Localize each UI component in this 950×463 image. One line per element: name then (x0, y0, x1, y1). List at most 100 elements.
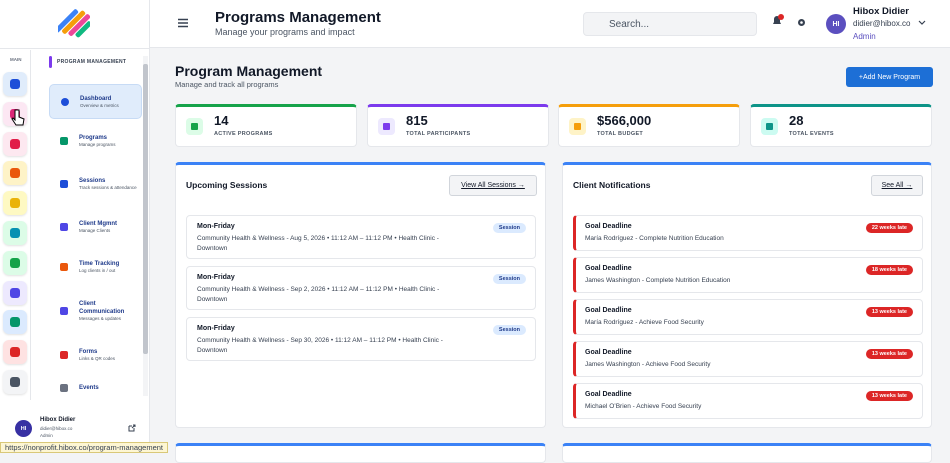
session-details: Community Health & Wellness - Sep 30, 20… (197, 337, 443, 354)
external-link[interactable] (128, 424, 136, 432)
stat-card: 28 TOTAL EVENTS (750, 104, 932, 147)
menu-description: Track sessions & attendance (79, 185, 137, 190)
menu-toggle[interactable] (178, 18, 188, 28)
session-card[interactable]: Mon-Friday Community Health & Wellness - … (186, 215, 536, 259)
stat-label: TOTAL PARTICIPANTS (406, 131, 471, 137)
stat-card: $566,000 TOTAL BUDGET (558, 104, 740, 147)
scrollbar-thumb (143, 64, 148, 354)
stat-glyph (574, 123, 581, 130)
menu-label: Time Tracking (79, 261, 120, 267)
menu-icon (60, 137, 68, 145)
user-email: didier@hibox.co (40, 426, 73, 431)
panel-title: Upcoming Sessions (186, 180, 268, 190)
header-title: Programs Management (215, 9, 381, 26)
menu-item[interactable]: Events (49, 378, 142, 398)
see-all-notifications[interactable]: See All → (871, 175, 923, 196)
menu-item[interactable]: Time Tracking Log clients in / out (49, 250, 142, 284)
session-title: Mon-Friday (197, 325, 235, 332)
menu-description: Overview & metrics (80, 102, 119, 108)
menu-label: Client Communication (79, 301, 125, 315)
menu-icon (60, 351, 68, 359)
menu-icon (60, 384, 68, 392)
notification-details: Michael O’Brien - Achieve Food Security (585, 403, 702, 410)
stat-value: $566,000 (597, 113, 652, 128)
rail-icon (10, 287, 20, 298)
notification-card[interactable]: Goal Deadline María Rodríguez - Complete … (573, 215, 923, 251)
session-details: Community Health & Wellness - Sep 2, 202… (197, 286, 440, 303)
notification-title: Goal Deadline (585, 265, 632, 272)
user-name: Hibox Didier (853, 6, 909, 17)
session-details: Community Health & Wellness - Aug 5, 202… (197, 235, 439, 252)
notification-card[interactable]: Goal Deadline James Washington - Complete… (573, 257, 923, 293)
session-badge: Session (492, 274, 526, 284)
menu-item[interactable]: Client Mgmnt Manage Clients (49, 210, 142, 244)
avatar[interactable]: HI (15, 420, 32, 437)
header: Programs Management Manage your programs… (150, 0, 950, 48)
stat-icon (569, 118, 586, 135)
add-program-button[interactable]: +Add New Program (846, 67, 933, 87)
stat-card: 14 ACTIVE PROGRAMS (175, 104, 357, 147)
avatar[interactable]: HI (826, 14, 846, 34)
rail-button[interactable] (3, 191, 27, 216)
cursor (11, 109, 25, 126)
notification-details: María Rodríguez - Achieve Food Security (585, 319, 704, 326)
menu-icon (60, 180, 68, 188)
notification-title: Goal Deadline (585, 391, 632, 398)
section-title: PROGRAM MANAGEMENT (57, 59, 127, 65)
session-card[interactable]: Mon-Friday Community Health & Wellness - … (186, 317, 536, 361)
view-all-sessions[interactable]: View All Sessions → (449, 175, 537, 196)
rail-icon (10, 317, 20, 328)
session-card[interactable]: Mon-Friday Community Health & Wellness - … (186, 266, 536, 310)
settings-button[interactable] (797, 18, 806, 27)
stat-glyph (191, 123, 198, 130)
rail-button[interactable] (3, 370, 27, 394)
rail-icon (10, 198, 20, 209)
menu-icon (60, 263, 68, 271)
rail-icon (10, 377, 20, 387)
stat-card: 815 TOTAL PARTICIPANTS (367, 104, 549, 147)
stat-glyph (383, 123, 390, 130)
user-menu-chevron[interactable] (918, 20, 926, 26)
notifications-bell[interactable] (770, 13, 786, 29)
rail-button[interactable] (3, 310, 27, 335)
notification-details: María Rodríguez - Complete Nutrition Edu… (585, 235, 724, 242)
notification-card[interactable]: Goal Deadline James Washington - Achieve … (573, 341, 923, 377)
menu-item[interactable]: Forms Links & QR codes (49, 338, 142, 372)
rail-button[interactable] (3, 280, 27, 305)
rail-icon (10, 228, 20, 238)
panel (562, 443, 932, 463)
panel-title: Client Notifications (573, 180, 651, 190)
user-email: didier@hibox.co (853, 19, 911, 28)
sidebar: MAIN PROGRAM MANAGEMENT HI Hibox Didier … (0, 0, 150, 453)
menu-item[interactable]: Sessions Track sessions & attendance (49, 164, 142, 204)
late-badge: 13 weeks late (865, 349, 913, 359)
page-subtitle: Manage and track all programs (175, 80, 279, 89)
session-title: Mon-Friday (197, 223, 235, 230)
stat-label: ACTIVE PROGRAMS (214, 131, 273, 137)
menu-label: Sessions (79, 178, 106, 184)
section-label: MAIN (10, 57, 22, 62)
user-name: Hibox Didier (40, 417, 76, 423)
search-box[interactable]: Search... (583, 12, 757, 36)
page-title: Program Management (175, 63, 323, 79)
menu-description: Log clients in / out (79, 268, 116, 273)
rail-button[interactable] (3, 131, 27, 156)
menu-label: Dashboard (80, 95, 112, 102)
menu-description: Messages & updates (79, 316, 122, 321)
rail-button[interactable] (3, 72, 27, 96)
rail-button[interactable] (3, 221, 27, 245)
notification-card[interactable]: Goal Deadline María Rodríguez - Achieve F… (573, 299, 923, 335)
notification-title: Goal Deadline (585, 349, 632, 356)
stat-label: TOTAL EVENTS (789, 131, 834, 137)
rail-button[interactable] (3, 250, 27, 275)
rail-button[interactable] (3, 161, 27, 186)
divider (0, 48, 150, 49)
menu-item[interactable]: Client Communication Messages & updates (49, 292, 142, 330)
menu-item[interactable]: Programs Manage programs (49, 124, 142, 158)
rail-button[interactable] (3, 340, 27, 365)
notification-card[interactable]: Goal Deadline Michael O’Brien - Achieve F… (573, 383, 923, 419)
late-badge: 22 weeks late (865, 223, 913, 233)
session-badge: Session (492, 325, 526, 335)
menu-item[interactable]: Dashboard Overview & metrics (49, 84, 142, 119)
